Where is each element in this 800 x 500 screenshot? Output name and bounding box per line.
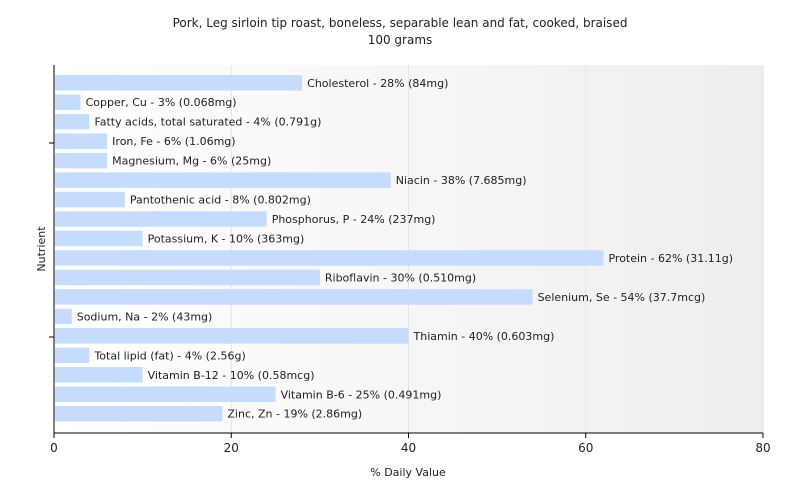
bar: [55, 152, 108, 169]
gridlines: [230, 65, 764, 433]
x-tick-label: 40: [401, 441, 416, 455]
bar: [55, 211, 267, 227]
bar: [55, 386, 276, 403]
bar-label: Niacin - 38% (7.685mg): [396, 174, 527, 187]
x-ticks: 0 20 40 60 80: [50, 433, 771, 455]
bar: [55, 133, 108, 149]
bar-label: Selenium, Se - 54% (37.7mcg): [538, 291, 706, 304]
bar: [55, 172, 391, 188]
bar: [55, 269, 320, 286]
bar: [55, 250, 604, 266]
chart-subtitle: 100 grams: [368, 33, 433, 47]
bar-label: Riboflavin - 30% (0.510mg): [325, 271, 476, 284]
bar-label: Vitamin B-6 - 25% (0.491mg): [281, 388, 442, 401]
bar-label: Copper, Cu - 3% (0.068mg): [86, 96, 237, 109]
x-tick-label: 0: [50, 441, 58, 455]
bar: [55, 328, 409, 344]
chart-title: Pork, Leg sirloin tip roast, boneless, s…: [173, 16, 628, 30]
bar-label: Protein - 62% (31.11g): [608, 252, 733, 265]
x-axis-label: % Daily Value: [370, 466, 446, 479]
bar-label: Thiamin - 40% (0.603mg): [413, 330, 555, 343]
bar-label: Iron, Fe - 6% (1.06mg): [112, 135, 235, 148]
bar: [55, 94, 81, 110]
bar: [55, 367, 143, 383]
bar-label: Vitamin B-12 - 10% (0.58mcg): [148, 369, 315, 382]
y-axis-label: Nutrient: [35, 226, 48, 272]
bar-label: Phosphorus, P - 24% (237mg): [272, 213, 436, 226]
bar-label: Pantothenic acid - 8% (0.802mg): [130, 194, 311, 207]
bar: [55, 405, 223, 422]
x-tick-label: 20: [224, 441, 239, 455]
bar: [55, 191, 125, 208]
bar: [55, 230, 143, 247]
bar-label: Magnesium, Mg - 6% (25mg): [112, 155, 271, 168]
x-tick-label: 60: [578, 441, 593, 455]
bar: [55, 289, 533, 305]
bar: [55, 308, 72, 325]
bar-label: Potassium, K - 10% (363mg): [148, 233, 305, 246]
bar-label: Total lipid (fat) - 4% (2.56g): [93, 349, 245, 362]
x-tick-label: 80: [755, 441, 770, 455]
bar-label: Cholesterol - 28% (84mg): [307, 77, 448, 90]
bar: [55, 75, 303, 91]
bar: [55, 347, 90, 364]
bar-label: Zinc, Zn - 19% (2.86mg): [227, 408, 362, 421]
bar-label: Fatty acids, total saturated - 4% (0.791…: [94, 116, 321, 129]
bar: [55, 113, 90, 130]
bars: Cholesterol - 28% (84mg) Copper, Cu - 3% …: [55, 75, 733, 422]
bar-label: Sodium, Na - 2% (43mg): [77, 310, 213, 323]
